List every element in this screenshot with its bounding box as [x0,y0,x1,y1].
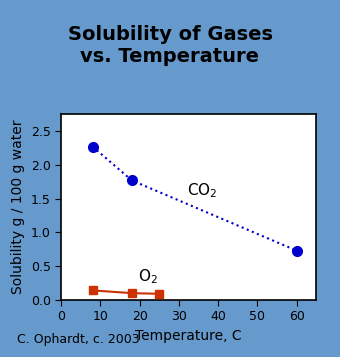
Text: O$_2$: O$_2$ [138,267,157,286]
Text: C. Ophardt, c. 2003: C. Ophardt, c. 2003 [17,333,140,346]
Text: Solubility of Gases
vs. Temperature: Solubility of Gases vs. Temperature [68,25,272,66]
Y-axis label: Solubility g / 100 g water: Solubility g / 100 g water [11,120,25,294]
X-axis label: Temperature, C: Temperature, C [135,329,242,343]
Text: CO$_2$: CO$_2$ [187,181,217,200]
